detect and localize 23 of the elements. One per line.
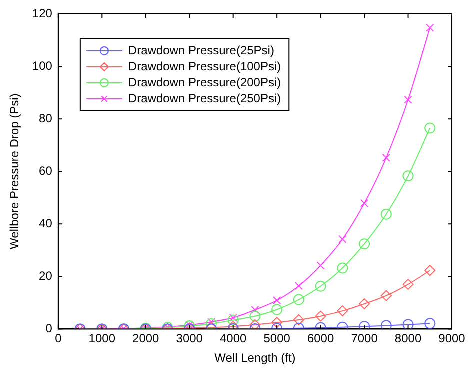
x-tick-label: 5000 [264, 332, 291, 346]
x-tick-label: 8000 [394, 332, 422, 346]
x-tick-label: 7000 [351, 332, 378, 346]
x-tick-label: 2000 [132, 332, 160, 346]
x-tick-label: 1000 [88, 332, 116, 346]
y-axis-title: Wellbore Pressure Drop (Psi) [8, 94, 22, 250]
y-tick-label: 0 [46, 322, 53, 336]
legend-label: Drawdown Pressure(250Psi) [128, 91, 282, 106]
y-tick-label: 100 [32, 58, 53, 73]
x-tick-label: 4000 [220, 332, 248, 346]
x-tick-label: 3000 [176, 332, 204, 346]
legend-label: Drawdown Pressure(25Psi) [128, 43, 274, 58]
x-tick-label: 0 [55, 332, 62, 346]
legend-label: Drawdown Pressure(200Psi) [128, 75, 282, 90]
y-tick-label: 40 [39, 216, 53, 230]
x-tick-label: 9000 [438, 332, 466, 346]
y-tick-label: 20 [39, 268, 53, 283]
y-tick-label: 80 [39, 111, 53, 126]
x-tick-label: 6000 [307, 332, 334, 346]
x-axis-title: Well Length (ft) [214, 351, 296, 366]
y-tick-label: 120 [32, 6, 53, 20]
legend-label: Drawdown Pressure(100Psi) [128, 59, 282, 74]
y-tick-label: 60 [39, 164, 53, 178]
